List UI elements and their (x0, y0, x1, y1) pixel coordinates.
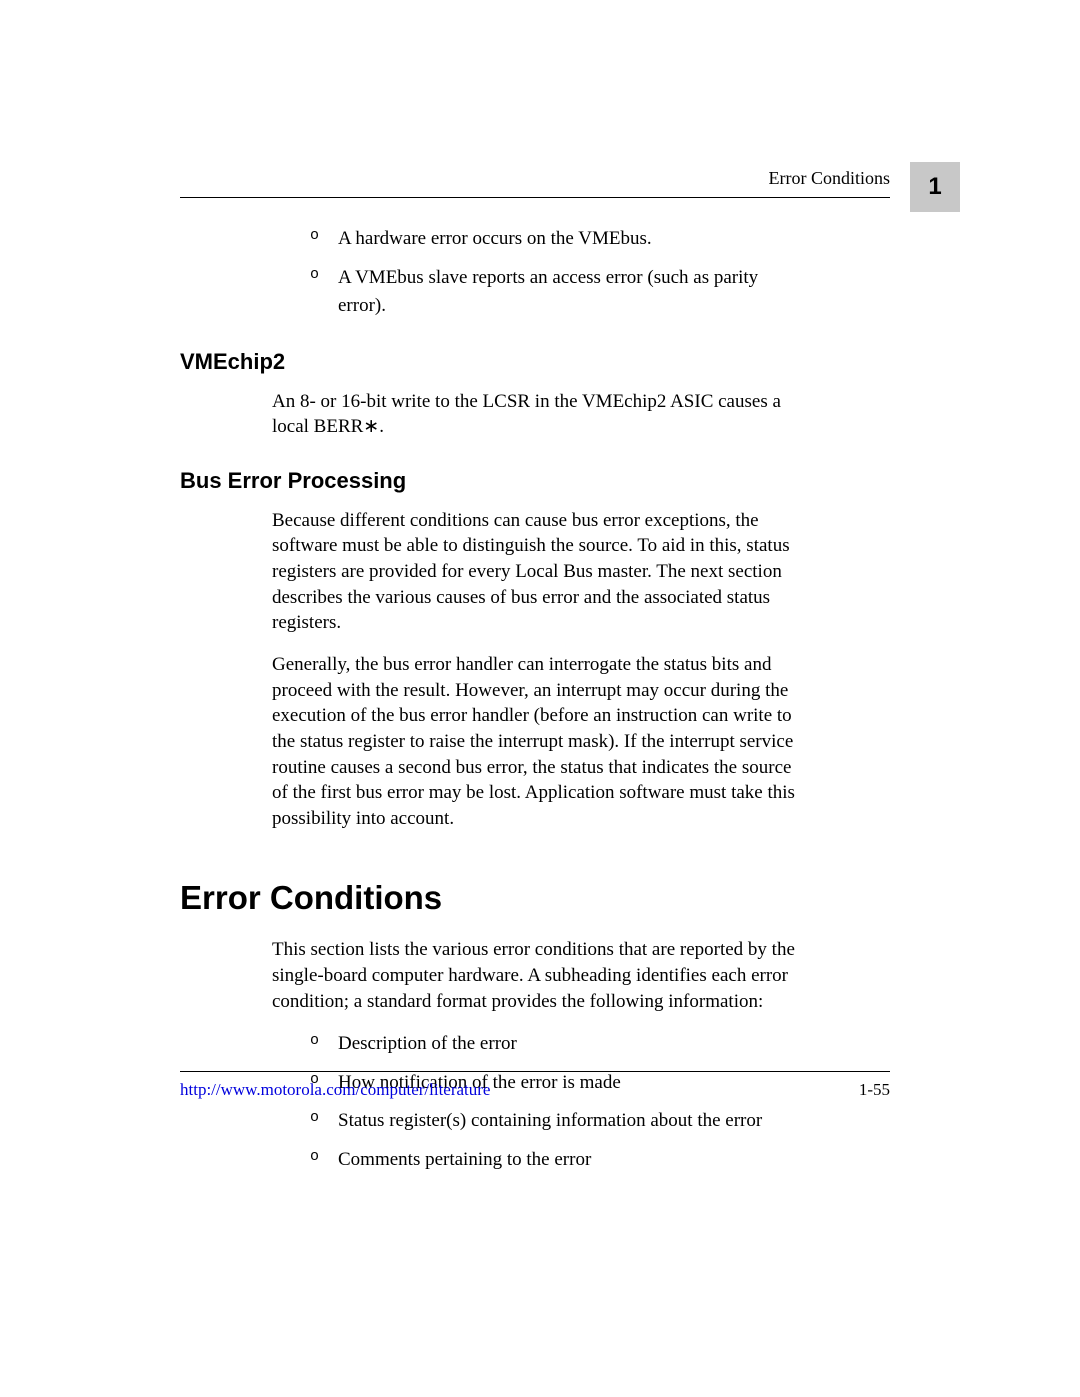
paragraph: An 8- or 16-bit write to the LCSR in the… (272, 389, 800, 440)
top-bullet-list: A hardware error occurs on the VMEbus. A… (310, 225, 800, 321)
error-conditions-bullet-list: Description of the error How notificatio… (310, 1030, 800, 1174)
section-body: An 8- or 16-bit write to the LCSR in the… (272, 389, 800, 440)
page-number: 1-55 (859, 1080, 890, 1100)
paragraph: Generally, the bus error handler can int… (272, 652, 800, 831)
header-rule (180, 197, 890, 198)
list-item: A hardware error occurs on the VMEbus. (310, 225, 800, 254)
paragraph: Because different conditions can cause b… (272, 508, 800, 636)
list-item: Description of the error (310, 1030, 800, 1059)
list-item: Status register(s) containing informatio… (310, 1107, 800, 1136)
chapter-number-badge: 1 (910, 162, 960, 212)
heading-bus-error-processing: Bus Error Processing (180, 468, 800, 494)
running-title: Error Conditions (180, 168, 890, 189)
section-body: Because different conditions can cause b… (272, 508, 800, 832)
list-item: A VMEbus slave reports an access error (… (310, 264, 800, 321)
footer-rule (180, 1071, 890, 1072)
footer-url-link[interactable]: http://www.motorola.com/computer/literat… (180, 1080, 490, 1100)
paragraph: This section lists the various error con… (272, 937, 800, 1014)
heading-vmechip2: VMEchip2 (180, 349, 800, 375)
page: Error Conditions 1 A hardware error occu… (0, 0, 1080, 1397)
list-item: Comments pertaining to the error (310, 1146, 800, 1175)
page-footer: http://www.motorola.com/computer/literat… (180, 1071, 890, 1100)
content-region: A hardware error occurs on the VMEbus. A… (180, 225, 800, 1194)
section-body: This section lists the various error con… (272, 937, 800, 1014)
page-header: Error Conditions (180, 168, 890, 198)
heading-error-conditions: Error Conditions (180, 879, 800, 917)
footer-row: http://www.motorola.com/computer/literat… (180, 1080, 890, 1100)
